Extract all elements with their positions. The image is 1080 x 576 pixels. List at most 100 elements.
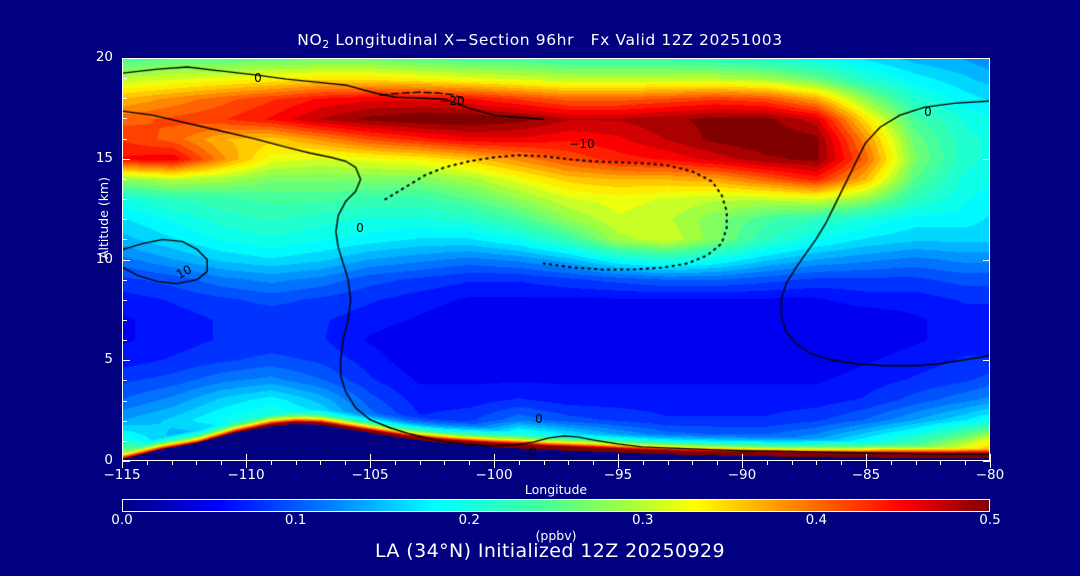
x-tick-major-inner bbox=[742, 454, 743, 461]
x-tick-minor bbox=[394, 461, 396, 465]
y-tick-major-inner bbox=[983, 158, 990, 160]
y-tick-label-text: 0 bbox=[104, 452, 113, 468]
y-tick-minor bbox=[123, 138, 127, 140]
y-tick-minor bbox=[123, 279, 127, 281]
y-tick-minor bbox=[123, 178, 127, 180]
x-tick-major-inner bbox=[618, 454, 619, 461]
x-tick-major bbox=[494, 461, 495, 468]
x-tick-minor bbox=[171, 461, 173, 465]
x-tick-major-inner bbox=[866, 454, 867, 461]
x-tick-label: −105 bbox=[351, 467, 389, 483]
x-tick-minor bbox=[518, 461, 520, 465]
y-tick-minor bbox=[123, 400, 127, 402]
y-tick-minor bbox=[123, 340, 127, 342]
x-tick-major-inner bbox=[122, 454, 123, 461]
x-tick-minor bbox=[717, 461, 719, 465]
colorbar-tick-label: 0.3 bbox=[632, 512, 654, 528]
x-tick-major bbox=[370, 461, 371, 468]
y-tick-major bbox=[123, 58, 130, 59]
x-tick-minor bbox=[221, 461, 223, 465]
colorbar-tick-label: 0.5 bbox=[979, 512, 1001, 528]
x-tick-minor bbox=[841, 461, 843, 465]
colorbar-tick-label: 0.1 bbox=[284, 512, 307, 528]
x-tick-minor bbox=[692, 461, 694, 465]
colorbar-units-label: (ppbv) bbox=[535, 528, 577, 543]
y-tick-minor bbox=[123, 299, 127, 301]
x-tick-minor bbox=[469, 461, 471, 465]
x-tick-minor bbox=[816, 461, 818, 465]
title-rest: Longitudinal X−Section 96hr Fx Valid 12Z… bbox=[329, 31, 783, 49]
chart-title: NO2 Longitudinal X−Section 96hr Fx Valid… bbox=[0, 31, 1080, 51]
x-tick-major-inner bbox=[494, 454, 495, 461]
x-tick-minor bbox=[791, 461, 793, 465]
x-tick-minor bbox=[320, 461, 322, 465]
x-tick-minor bbox=[593, 461, 595, 465]
x-tick-minor bbox=[270, 461, 272, 465]
x-tick-major bbox=[122, 461, 123, 468]
figure-caption: LA (34°N) Initialized 12Z 20250929 bbox=[375, 540, 725, 562]
y-tick-major-inner bbox=[983, 259, 990, 261]
x-tick-label: −110 bbox=[227, 467, 265, 483]
plot-area[interactable] bbox=[122, 58, 990, 461]
x-tick-minor bbox=[568, 461, 570, 465]
x-tick-label: −90 bbox=[727, 467, 757, 483]
x-tick-minor bbox=[965, 461, 967, 465]
y-tick-minor bbox=[123, 319, 127, 321]
colorbar-gradient bbox=[122, 499, 990, 512]
x-tick-minor bbox=[146, 461, 148, 465]
x-tick-minor bbox=[940, 461, 942, 465]
y-tick-minor bbox=[123, 98, 127, 100]
x-tick-minor bbox=[295, 461, 297, 465]
y-tick-minor bbox=[123, 78, 127, 80]
y-tick-label-text: 5 bbox=[104, 351, 113, 368]
x-tick-minor bbox=[543, 461, 545, 465]
x-tick-minor bbox=[915, 461, 917, 465]
y-tick-major-inner bbox=[983, 360, 990, 362]
y-tick-minor bbox=[123, 118, 127, 120]
y-tick-minor bbox=[123, 239, 127, 241]
y-tick-minor bbox=[123, 199, 127, 201]
y-tick-label-text: 20 bbox=[95, 49, 113, 65]
contour-label: −10 bbox=[569, 137, 595, 151]
x-tick-label: −85 bbox=[851, 467, 881, 483]
y-tick-label-text: 10 bbox=[95, 250, 113, 267]
y-tick-minor bbox=[123, 219, 127, 221]
x-tick-label: −115 bbox=[103, 467, 141, 483]
x-tick-major bbox=[618, 461, 619, 468]
y-axis-title: Altitude (km) bbox=[96, 177, 111, 259]
y-tick-major bbox=[123, 259, 130, 261]
x-tick-major bbox=[990, 461, 991, 468]
contour-label: 0 bbox=[254, 71, 262, 85]
contour-label: 0 bbox=[529, 445, 537, 459]
colorbar-tick-label: 0.0 bbox=[111, 512, 133, 528]
contour-label: 0 bbox=[356, 221, 364, 235]
y-tick-minor bbox=[123, 440, 127, 442]
x-tick-label: −100 bbox=[475, 467, 513, 483]
y-tick-major-inner bbox=[983, 58, 990, 59]
y-tick-major bbox=[123, 461, 130, 462]
x-tick-minor bbox=[890, 461, 892, 465]
contour-label: −20 bbox=[439, 94, 465, 108]
x-tick-minor bbox=[196, 461, 198, 465]
cross-section-heatmap bbox=[123, 59, 989, 460]
x-tick-major bbox=[742, 461, 743, 468]
x-tick-major bbox=[246, 461, 247, 468]
x-tick-minor bbox=[419, 461, 421, 465]
x-tick-major bbox=[866, 461, 867, 468]
x-axis-title: Longitude bbox=[524, 482, 588, 497]
colorbar[interactable] bbox=[122, 499, 990, 512]
x-tick-major-inner bbox=[990, 454, 991, 461]
x-tick-minor bbox=[766, 461, 768, 465]
title-species: NO bbox=[297, 31, 323, 49]
y-tick-major bbox=[123, 360, 130, 362]
x-tick-label: −80 bbox=[975, 467, 1005, 483]
colorbar-tick-label: 0.2 bbox=[458, 512, 480, 528]
contour-label: 0 bbox=[924, 105, 932, 119]
colorbar-tick-label: 0.4 bbox=[805, 512, 828, 528]
title-species-subscript: 2 bbox=[322, 38, 330, 51]
contour-label: 0 bbox=[535, 412, 543, 426]
x-tick-major-inner bbox=[246, 454, 247, 461]
x-tick-minor bbox=[642, 461, 644, 465]
y-tick-minor bbox=[123, 380, 127, 382]
